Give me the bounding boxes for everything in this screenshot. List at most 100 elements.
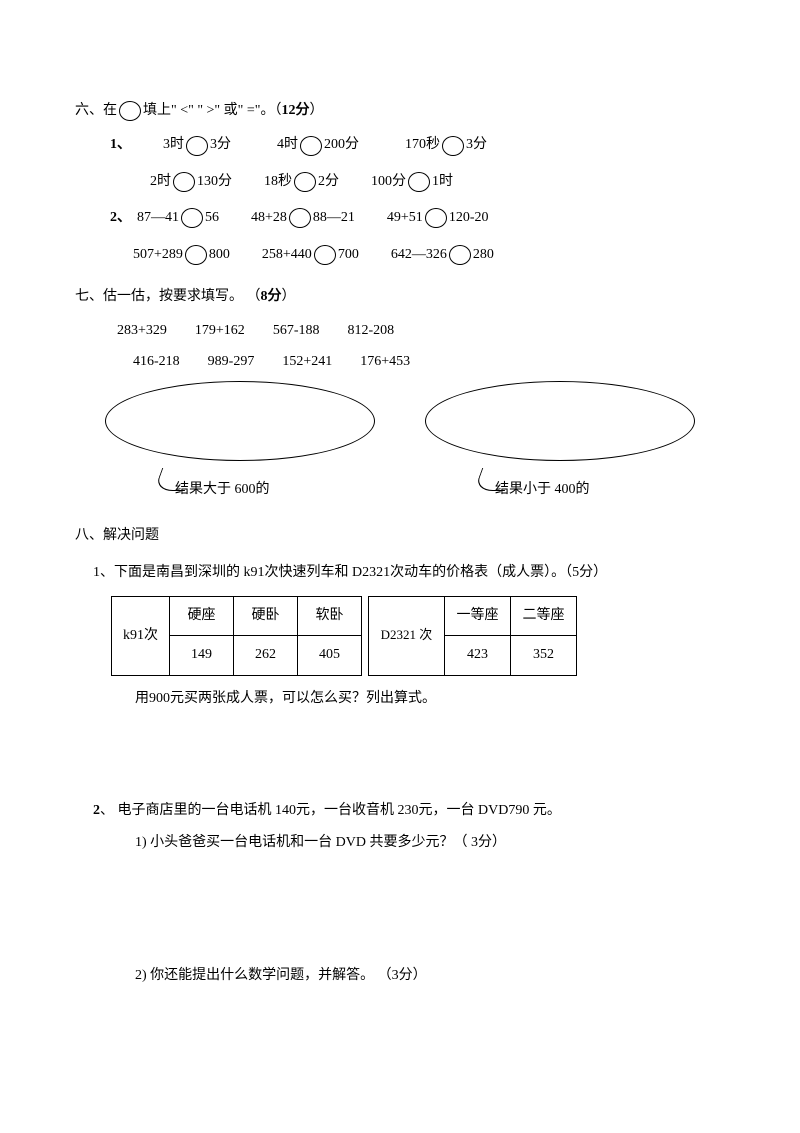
section7: 七、估一估，按要求填写。 （8分） 283+329 179+162 567-18… bbox=[75, 286, 725, 501]
answer-circle[interactable] bbox=[314, 245, 336, 265]
expression: 176+453 bbox=[360, 351, 410, 373]
answer-circle[interactable] bbox=[294, 172, 316, 192]
answer-circle[interactable] bbox=[425, 208, 447, 228]
table-label: D2321 次 bbox=[369, 596, 445, 675]
answer-circle[interactable] bbox=[449, 245, 471, 265]
speech-bubble-icon[interactable] bbox=[105, 381, 375, 461]
comp-item: 87—41 56 bbox=[137, 207, 219, 229]
comp-item: 170秒3分 bbox=[405, 134, 487, 156]
comp-item: 258+440 700 bbox=[262, 244, 359, 266]
tables-container: k91次 硬座 硬卧 软卧 149 262 405 D2321 次 一等座 二等… bbox=[111, 596, 725, 676]
speech-bubble-icon[interactable] bbox=[425, 381, 695, 461]
comp-right: 3分 bbox=[210, 134, 231, 156]
comp-item: 4时 200分 bbox=[277, 134, 359, 156]
table-label: k91次 bbox=[112, 596, 170, 675]
s7-post: ） bbox=[282, 289, 296, 304]
row-label: 1、 bbox=[110, 134, 131, 156]
comp-item: 48+28 88—21 bbox=[251, 207, 355, 229]
section7-title: 七、估一估，按要求填写。 （8分） bbox=[75, 286, 725, 308]
comp-item: 49+51 120-20 bbox=[387, 207, 489, 229]
expression: 989-297 bbox=[208, 351, 255, 373]
table-header: 二等座 bbox=[511, 596, 577, 635]
s6-post: ） bbox=[309, 103, 323, 118]
comp-right: 1时 bbox=[432, 171, 453, 193]
q2-body: 、 电子商店里的一台电话机 140元，一台收音机 230元，一台 DVD790 … bbox=[100, 803, 561, 818]
sub-question-2: 2) 你还能提出什么数学问题，并解答。 （3分） bbox=[135, 965, 725, 987]
comp-right: 280 bbox=[473, 244, 494, 266]
table-row: k91次 硬座 硬卧 软卧 bbox=[112, 596, 362, 635]
comp-right: 120-20 bbox=[449, 207, 489, 229]
section8-title: 八、解决问题 bbox=[75, 525, 725, 547]
q2-text: 2、 电子商店里的一台电话机 140元，一台收音机 230元，一台 DVD790… bbox=[93, 800, 725, 822]
s6-pre: 六、在 bbox=[75, 103, 117, 118]
comp-item: 507+289 800 bbox=[133, 244, 230, 266]
comp-item: 2时 130分 bbox=[150, 171, 232, 193]
table-header: 硬卧 bbox=[234, 596, 298, 635]
comp-left: 49+51 bbox=[387, 207, 423, 229]
comp-right: 700 bbox=[338, 244, 359, 266]
comp-right: 200分 bbox=[324, 134, 359, 156]
question-2: 2、 电子商店里的一台电话机 140元，一台收音机 230元，一台 DVD790… bbox=[93, 800, 725, 987]
table-header: 一等座 bbox=[445, 596, 511, 635]
q2-num: 2 bbox=[93, 803, 100, 818]
row-label: 2、 bbox=[110, 207, 131, 229]
comparison-row: 1、 3时 3分 4时 200分 170秒3分 bbox=[110, 134, 725, 156]
answer-circle[interactable] bbox=[408, 172, 430, 192]
table-cell: 405 bbox=[298, 636, 362, 675]
answer-circle[interactable] bbox=[289, 208, 311, 228]
table-cell: 149 bbox=[170, 636, 234, 675]
expression-row: 416-218 989-297 152+241 176+453 bbox=[133, 351, 725, 373]
question-1: 1、下面是南昌到深圳的 k91次快速列车和 D2321次动车的价格表（成人票）。… bbox=[93, 562, 725, 711]
s7-t: 七、估一估，按要求填写。 （ bbox=[75, 289, 261, 304]
expression: 812-208 bbox=[347, 320, 394, 342]
answer-circle[interactable] bbox=[186, 136, 208, 156]
comp-left: 3时 bbox=[163, 134, 184, 156]
comp-left: 87—41 bbox=[137, 207, 179, 229]
comp-right: 130分 bbox=[197, 171, 232, 193]
q1-text: 1、下面是南昌到深圳的 k91次快速列车和 D2321次动车的价格表（成人票）。… bbox=[93, 562, 725, 584]
section8: 八、解决问题 1、下面是南昌到深圳的 k91次快速列车和 D2321次动车的价格… bbox=[75, 525, 725, 987]
price-table-k91: k91次 硬座 硬卧 软卧 149 262 405 bbox=[111, 596, 362, 676]
price-table-d2321: D2321 次 一等座 二等座 423 352 bbox=[368, 596, 577, 676]
comparison-row: 2、 87—41 56 48+28 88—21 49+51 120-20 bbox=[110, 207, 725, 229]
comp-right: 88—21 bbox=[313, 207, 355, 229]
sub-question-1: 1) 小头爸爸买一台电话机和一台 DVD 共要多少元？（ 3分） bbox=[135, 832, 725, 854]
comp-right: 56 bbox=[205, 207, 219, 229]
q1-follow: 用900元买两张成人票，可以怎么买？列出算式。 bbox=[135, 688, 725, 710]
answer-circle[interactable] bbox=[442, 136, 464, 156]
bubbles-container: 结果大于 600的 结果小于 400的 bbox=[105, 381, 725, 501]
table-row: D2321 次 一等座 二等座 bbox=[369, 596, 577, 635]
comparison-row: 2时130分 18秒2分 100分1时 bbox=[150, 171, 725, 193]
comp-right: 800 bbox=[209, 244, 230, 266]
comp-left: 4时 bbox=[277, 134, 298, 156]
expression: 416-218 bbox=[133, 351, 180, 373]
comp-left: 18秒 bbox=[264, 171, 292, 193]
comp-left: 642—326 bbox=[391, 244, 447, 266]
comp-left: 507+289 bbox=[133, 244, 183, 266]
comp-left: 48+28 bbox=[251, 207, 287, 229]
bubble-group: 结果小于 400的 bbox=[425, 381, 705, 501]
comp-right: 2分 bbox=[318, 171, 339, 193]
answer-circle[interactable] bbox=[300, 136, 322, 156]
comp-right: 3分 bbox=[466, 134, 487, 156]
table-cell: 262 bbox=[234, 636, 298, 675]
s7-score: 8分 bbox=[261, 289, 282, 304]
table-cell: 423 bbox=[445, 636, 511, 675]
answer-circle[interactable] bbox=[173, 172, 195, 192]
answer-circle[interactable] bbox=[185, 245, 207, 265]
s6-mid: 填上" <" " >" 或" ="。（ bbox=[143, 103, 281, 118]
title-circle-icon bbox=[119, 101, 141, 121]
answer-circle[interactable] bbox=[181, 208, 203, 228]
bubble-label: 结果大于 600的 bbox=[175, 479, 270, 501]
comp-item: 642—326 280 bbox=[391, 244, 494, 266]
comp-left: 2时 bbox=[150, 171, 171, 193]
expression: 179+162 bbox=[195, 320, 245, 342]
expression-row: 283+329 179+162 567-188 812-208 bbox=[117, 320, 725, 342]
comp-left: 258+440 bbox=[262, 244, 312, 266]
table-header: 硬座 bbox=[170, 596, 234, 635]
table-cell: 352 bbox=[511, 636, 577, 675]
s6-score: 12分 bbox=[281, 103, 309, 118]
expression: 567-188 bbox=[273, 320, 320, 342]
expression: 283+329 bbox=[117, 320, 167, 342]
section6-title: 六、在 填上" <" " >" 或" ="。（12分） bbox=[75, 100, 725, 122]
